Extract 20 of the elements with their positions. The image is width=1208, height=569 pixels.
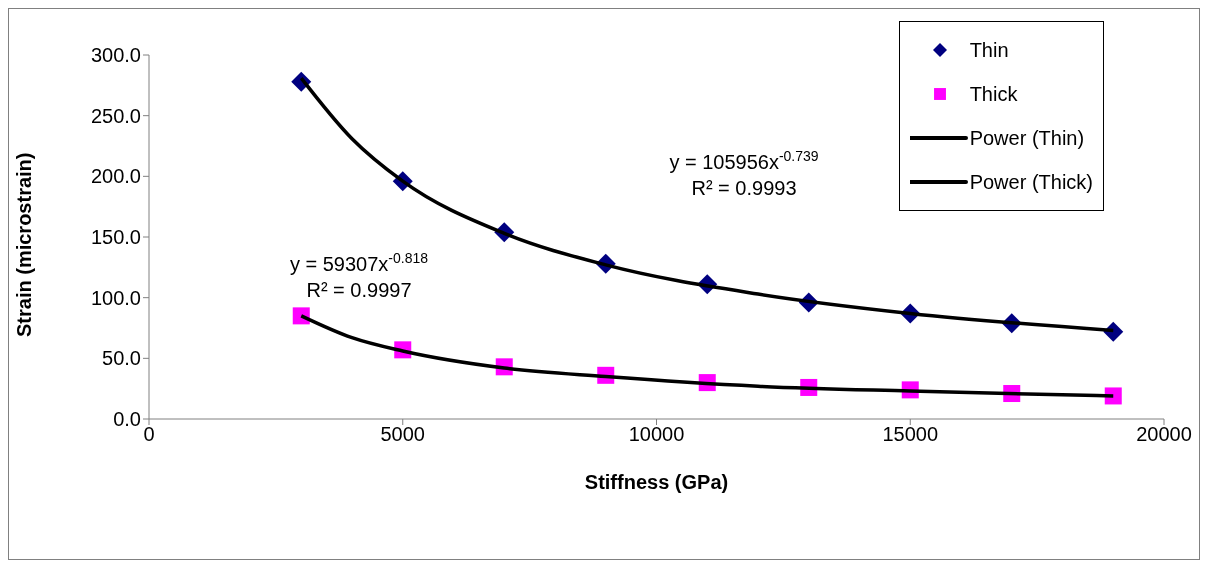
x-tick-label: 5000 xyxy=(380,423,425,446)
y-tick-label: 300.0 xyxy=(90,44,141,67)
y-tick-label: 0.0 xyxy=(113,408,141,431)
y-axis-title: Strain (microstrain) xyxy=(13,152,36,337)
y-tick-label: 50.0 xyxy=(102,347,141,370)
legend-label: Power (Thin) xyxy=(969,126,1085,150)
y-tick-label: 200.0 xyxy=(90,165,141,188)
legend-label: Power (Thick) xyxy=(969,170,1093,194)
y-tick-label: 100.0 xyxy=(90,286,141,309)
x-tick-label: 20000 xyxy=(1136,423,1192,446)
legend-label: Thin xyxy=(969,38,1009,62)
annotation: y = 59307x$^{-0.818}$ R² = 0.9997 xyxy=(289,250,429,301)
x-axis-title: Stiffness (GPa) xyxy=(584,471,729,493)
legend-label: Thick xyxy=(969,82,1018,106)
x-tick-label: 10000 xyxy=(628,423,685,446)
y-tick-label: 250.0 xyxy=(90,104,141,127)
annotation: y = 105956x$^{-0.739}$ R² = 0.9993 xyxy=(669,148,819,199)
y-tick-label: 150.0 xyxy=(90,226,141,249)
x-tick-label: 15000 xyxy=(882,423,939,446)
x-tick-label: 0 xyxy=(143,423,155,446)
